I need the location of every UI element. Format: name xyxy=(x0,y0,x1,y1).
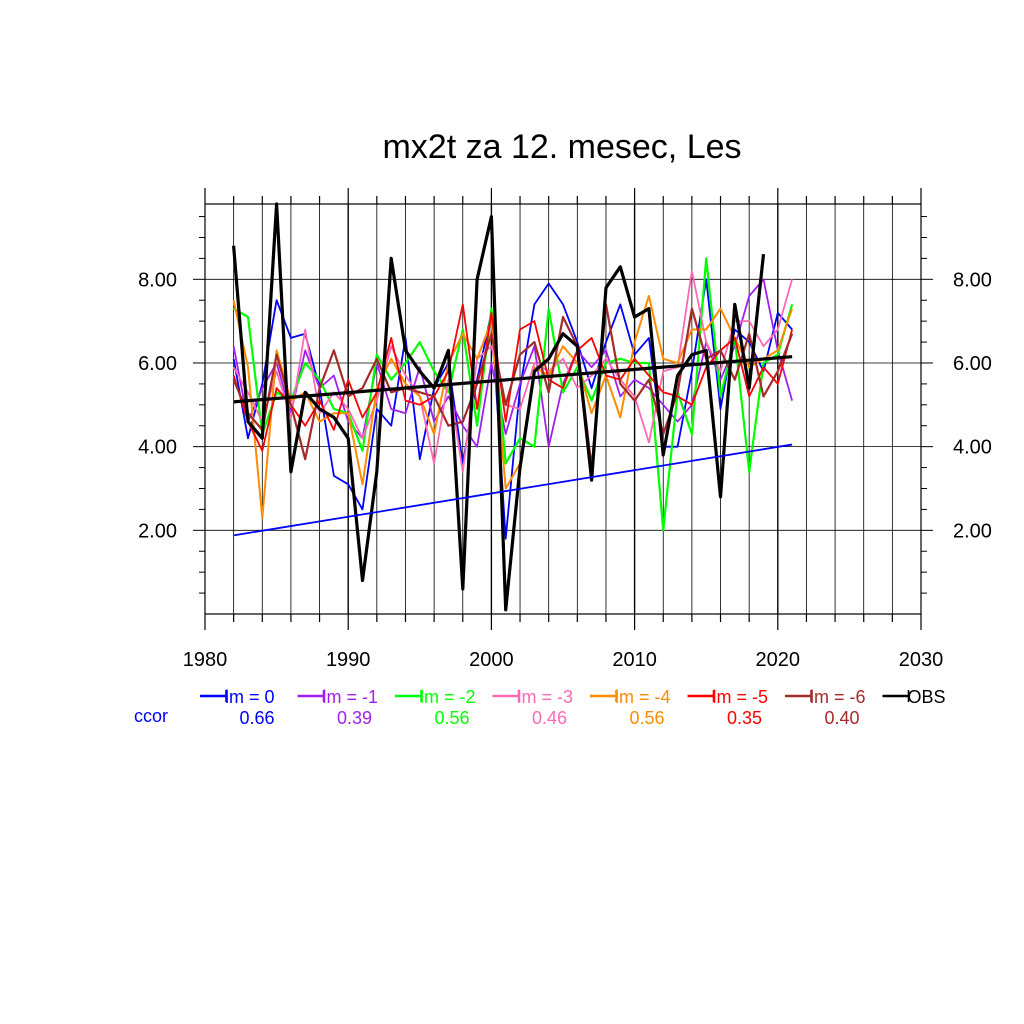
series-line-5 xyxy=(232,303,793,452)
series-line-1 xyxy=(232,278,793,448)
ccor-value: 0.35 xyxy=(727,708,762,728)
chart-title: mx2t za 12. mesec, Les xyxy=(382,128,741,166)
plot-area xyxy=(232,202,794,612)
ccor-value: 0.46 xyxy=(532,708,567,728)
legend-label: lm = -2 xyxy=(420,687,476,707)
x-tick-label: 1990 xyxy=(326,649,371,671)
y-tick-label-right: 4.00 xyxy=(953,437,992,459)
y-tick-label-left: 6.00 xyxy=(138,353,177,375)
series-line-0 xyxy=(232,278,793,540)
y-tick-label-right: 8.00 xyxy=(953,269,992,291)
ccor-value: 0.40 xyxy=(824,708,859,728)
ccor-value: 0.39 xyxy=(337,708,372,728)
legend-label: lm = -4 xyxy=(615,687,671,707)
axes: 1980 1990 2000 2010 2020 2030 2.00 2.00 4.00 4.00… xyxy=(138,188,992,671)
y-tick-label-right: 6.00 xyxy=(953,353,992,375)
ccor-value: 0.66 xyxy=(239,708,274,728)
y-tick-label-left: 2.00 xyxy=(138,520,177,542)
obs-trend-line xyxy=(233,355,793,404)
series-line-7 xyxy=(232,202,766,612)
x-tick-label: 1980 xyxy=(183,649,228,671)
legend-label: lm = -3 xyxy=(518,687,574,707)
y-tick-label-left: 4.00 xyxy=(138,437,177,459)
ccor-value: 0.56 xyxy=(629,708,664,728)
ccor-label: ccor xyxy=(134,706,168,726)
y-tick-label-left: 8.00 xyxy=(138,269,177,291)
series-line-3 xyxy=(232,270,793,473)
plot-frame xyxy=(204,203,922,615)
legend-label: lm = -1 xyxy=(323,687,379,707)
legend-label: lm = -5 xyxy=(713,687,769,707)
legend-label: lm = 0 xyxy=(225,687,275,707)
x-tick-label: 2000 xyxy=(469,649,514,671)
y-tick-label-right: 2.00 xyxy=(953,520,992,542)
lm0-trend-line xyxy=(233,443,793,537)
x-tick-label: 2020 xyxy=(756,649,801,671)
series-line-4 xyxy=(232,295,794,519)
x-tick-label: 2030 xyxy=(899,649,944,671)
legend-label: lm = -6 xyxy=(810,687,866,707)
legend-label: OBS xyxy=(908,687,946,707)
ccor-value: 0.56 xyxy=(434,708,469,728)
x-tick-label: 2010 xyxy=(612,649,657,671)
